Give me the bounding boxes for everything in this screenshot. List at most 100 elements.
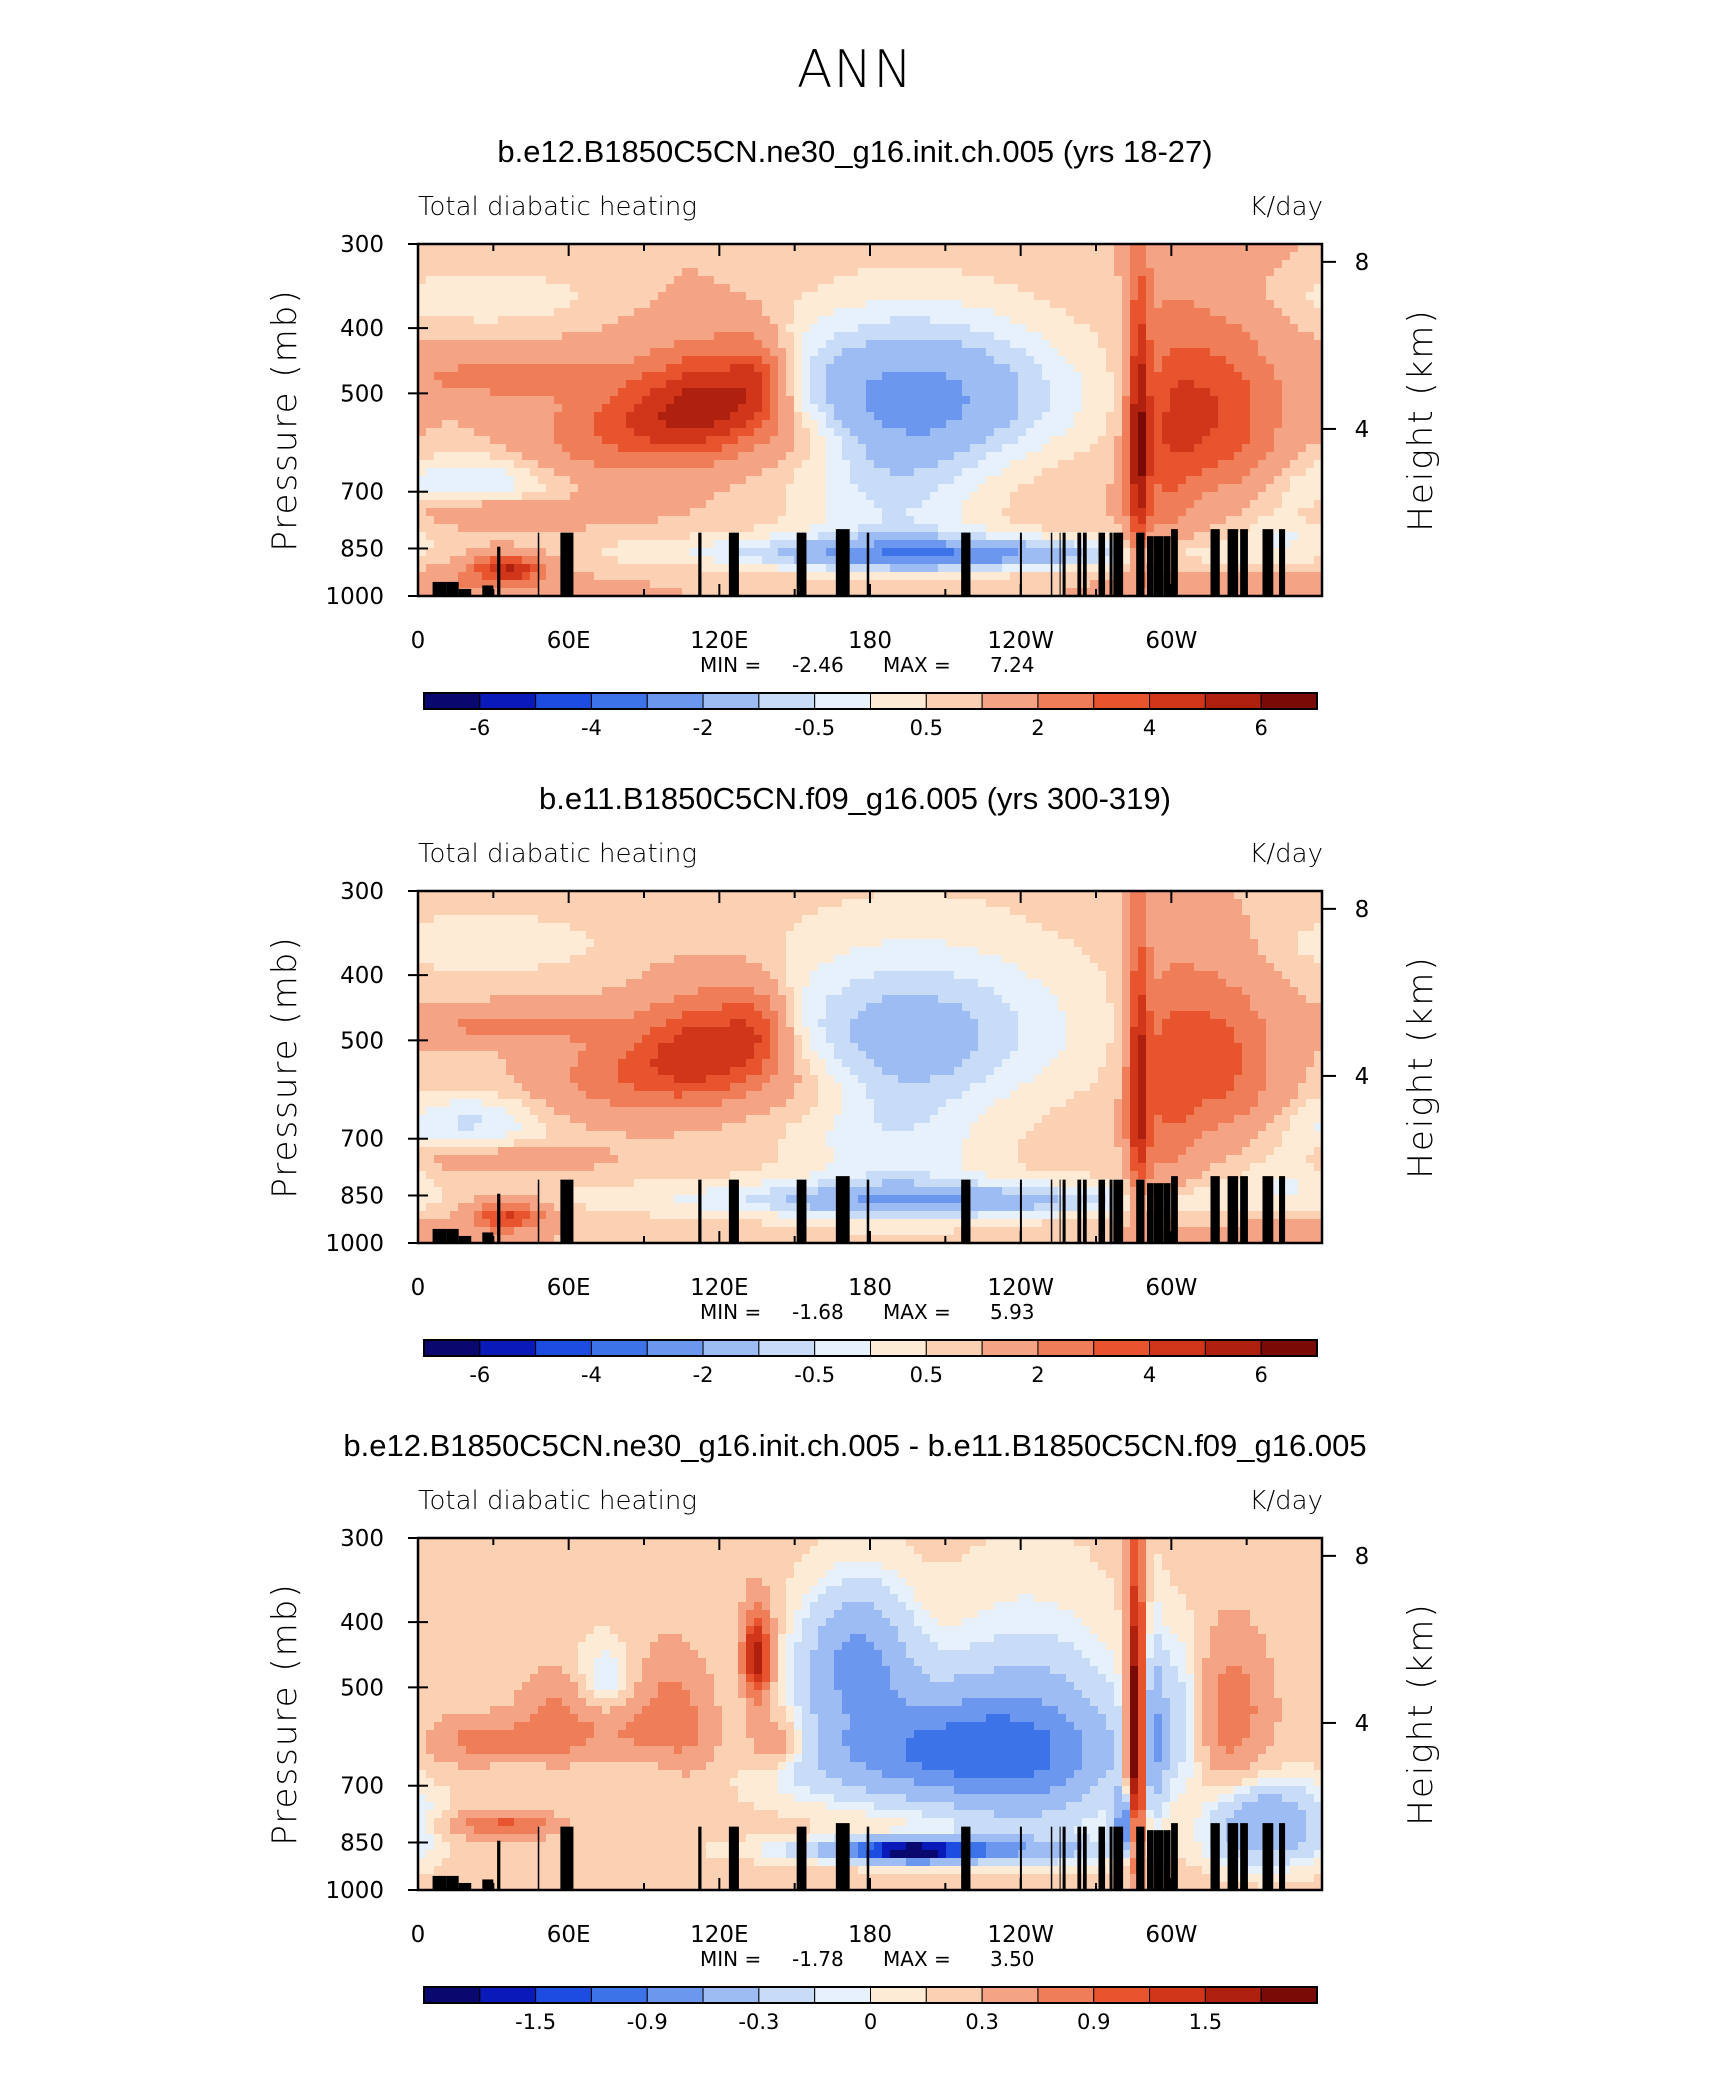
field-cell (1122, 276, 1131, 285)
field-cell (874, 484, 883, 493)
field-cell (866, 452, 875, 461)
field-cell (506, 540, 515, 549)
field-cell (962, 396, 971, 405)
field-cell (442, 244, 451, 253)
field-cell (898, 516, 907, 525)
field-cell (1170, 260, 1179, 269)
field-cell (1210, 508, 1219, 517)
field-cell (754, 484, 763, 493)
field-cell (1314, 268, 1323, 277)
field-cell (682, 564, 691, 573)
field-cell (642, 548, 651, 557)
field-cell (874, 524, 883, 533)
field-cell (626, 572, 635, 581)
field-cell (786, 420, 795, 429)
field-cell (762, 444, 771, 453)
field-cell (450, 556, 459, 565)
field-cell (1002, 508, 1011, 517)
field-cell (506, 468, 515, 477)
field-cell (466, 564, 475, 573)
field-cell (562, 420, 571, 429)
field-cell (498, 500, 507, 509)
field-cell (418, 484, 427, 493)
field-cell (858, 284, 867, 293)
field-cell (890, 484, 899, 493)
field-cell (1082, 260, 1091, 269)
field-cell (1202, 284, 1211, 293)
field-cell (1314, 244, 1323, 253)
field-cell (442, 492, 451, 501)
field-cell (586, 516, 595, 525)
field-cell (834, 452, 843, 461)
field-cell (466, 340, 475, 349)
field-cell (1242, 412, 1251, 421)
field-cell (1146, 396, 1155, 405)
field-cell (1258, 364, 1267, 373)
field-cell (738, 508, 747, 517)
field-cell (1162, 516, 1171, 525)
field-cell (738, 556, 747, 565)
field-cell (1242, 340, 1251, 349)
field-cell (1210, 516, 1219, 525)
field-cell (1106, 332, 1115, 341)
field-cell (722, 388, 731, 397)
field-cell (610, 580, 619, 589)
field-cell (906, 332, 915, 341)
field-cell (994, 548, 1003, 557)
field-cell (722, 580, 731, 589)
field-cell (1210, 460, 1219, 469)
field-cell (570, 324, 579, 333)
field-cell (674, 428, 683, 437)
field-cell (842, 244, 851, 253)
field-cell (1034, 324, 1043, 333)
field-cell (834, 516, 843, 525)
topography-block (961, 532, 971, 596)
field-cell (1058, 428, 1067, 437)
field-cell (770, 540, 779, 549)
field-cell (538, 516, 547, 525)
field-cell (482, 500, 491, 509)
field-cell (1034, 508, 1043, 517)
field-cell (1058, 580, 1067, 589)
field-cell (1226, 268, 1235, 277)
field-cell (770, 308, 779, 317)
field-cell (1098, 324, 1107, 333)
field-cell (578, 468, 587, 477)
field-cell (570, 556, 579, 565)
field-cell (594, 436, 603, 445)
field-cell (1250, 540, 1259, 549)
field-cell (818, 460, 827, 469)
field-cell (506, 284, 515, 293)
field-cell (610, 468, 619, 477)
field-cell (506, 308, 515, 317)
field-cell (906, 532, 915, 541)
field-cell (1202, 452, 1211, 461)
field-cell (1242, 396, 1251, 405)
field-cell (994, 500, 1003, 509)
field-cell (514, 444, 523, 453)
field-cell (786, 348, 795, 357)
field-cell (482, 316, 491, 325)
field-cell (674, 452, 683, 461)
field-cell (458, 484, 467, 493)
field-cell (1082, 348, 1091, 357)
field-cell (442, 380, 451, 389)
field-cell (746, 500, 755, 509)
field-cell (1058, 468, 1067, 477)
field-cell (866, 372, 875, 381)
field-cell (658, 356, 667, 365)
field-cell (482, 580, 491, 589)
field-cell (554, 332, 563, 341)
field-cell (1034, 580, 1043, 589)
field-cell (1210, 436, 1219, 445)
field-cell (1274, 284, 1283, 293)
field-cell (970, 244, 979, 253)
field-cell (1154, 356, 1163, 365)
field-cell (482, 364, 491, 373)
field-cell (1162, 452, 1171, 461)
field-cell (890, 412, 899, 421)
field-cell (1074, 356, 1083, 365)
field-cell (674, 308, 683, 317)
field-cell (826, 516, 835, 525)
field-cell (474, 556, 483, 565)
